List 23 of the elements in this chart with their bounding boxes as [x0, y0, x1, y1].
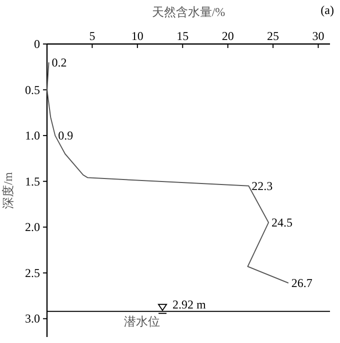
- y-tick-label: 2.0: [25, 220, 40, 234]
- annotation: 0.2: [52, 55, 67, 70]
- annotation: 24.5: [272, 216, 293, 230]
- y-tick-label: 1.5: [25, 174, 40, 188]
- y-tick-label: 0: [34, 37, 40, 51]
- y-tick-label: 1.0: [25, 128, 40, 143]
- x-tick-label: 15: [176, 29, 189, 43]
- x-axis-title: 天然含水量/%: [152, 5, 226, 19]
- annotation: 26.7: [291, 276, 312, 290]
- annotation: 0.9: [58, 128, 74, 143]
- annotation: 22.3: [252, 178, 273, 193]
- x-tick-label: 20: [222, 29, 234, 43]
- x-tick-label: 5: [89, 29, 96, 43]
- x-tick-label: 25: [267, 29, 280, 43]
- text: (a): [320, 3, 334, 17]
- x-tick-label: 30: [312, 29, 324, 43]
- annotation: 潜水位: [124, 314, 160, 328]
- x-tick-label: 10: [131, 29, 144, 43]
- y-tick-label: 2.5: [25, 266, 40, 280]
- ref-line-label: 2.92 m: [172, 297, 206, 312]
- y-axis-title: 深度/m: [1, 172, 15, 209]
- y-tick-label: 0.5: [25, 82, 40, 97]
- y-tick-label: 3.0: [25, 312, 40, 326]
